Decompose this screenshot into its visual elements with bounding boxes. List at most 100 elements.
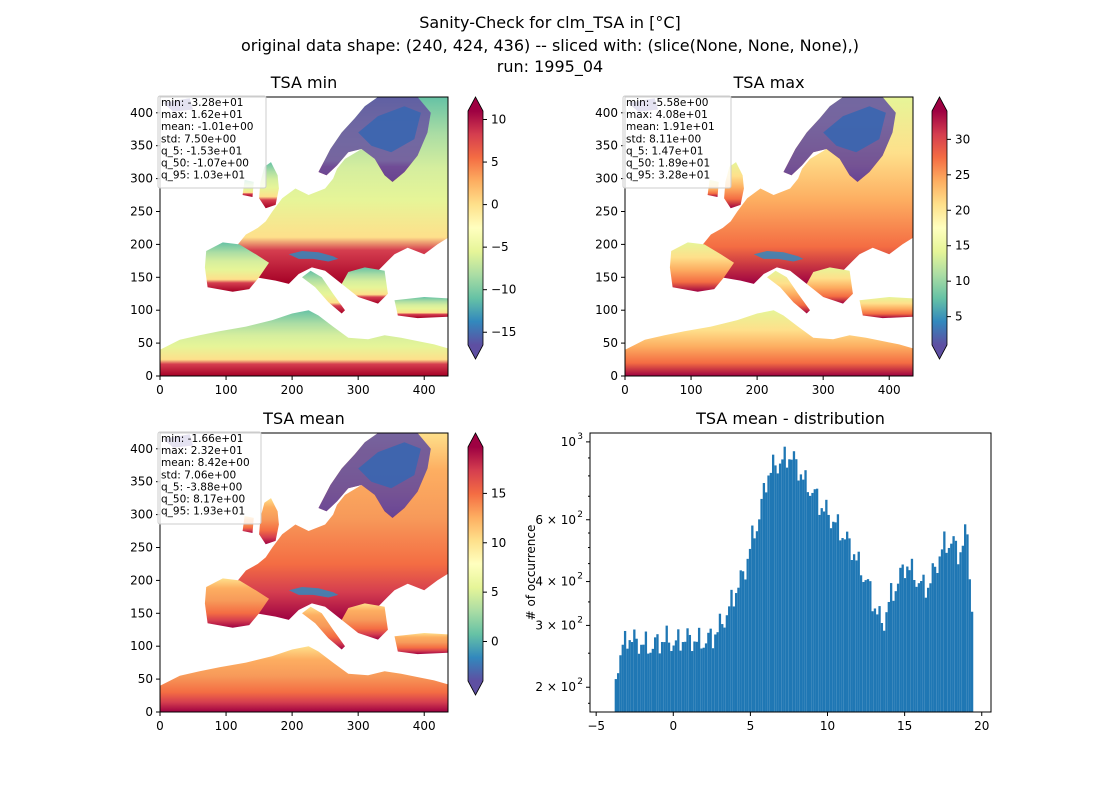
hist-bar	[628, 640, 631, 712]
hist-bar	[929, 583, 932, 712]
panel-title: TSA mean	[262, 409, 345, 428]
alps-region	[288, 587, 339, 598]
colorbar-tick-label: 5	[491, 155, 499, 169]
hist-bar	[883, 630, 886, 712]
hist-bar	[670, 651, 673, 712]
stats-line: mean: 1.91e+01	[626, 121, 715, 133]
hist-bar	[630, 642, 634, 712]
alps-region	[753, 251, 804, 262]
hist-bar	[647, 653, 650, 712]
hist-bar	[970, 611, 974, 712]
hist-bar	[846, 531, 849, 712]
hist-y-tick-exponent: 2	[577, 572, 583, 582]
hist-bar	[684, 641, 687, 712]
figure-title-line1: Sanity-Check for clm_TSA in [°C]	[419, 13, 681, 32]
hist-bar	[635, 638, 638, 712]
hist-bar	[695, 641, 698, 712]
hist-bar	[869, 581, 872, 712]
hist-y-tick-label: 3 × 10	[535, 618, 576, 632]
y-tick-label: 250	[130, 204, 153, 218]
hist-bar	[906, 566, 909, 712]
hist-bar	[686, 628, 689, 712]
hist-y-tick-label: 4 × 10	[535, 575, 576, 589]
hist-bar	[876, 614, 879, 712]
hist-bar	[762, 482, 766, 712]
colorbar-tick-label: 0	[491, 198, 499, 212]
hist-bar	[716, 632, 719, 712]
hist-bar	[674, 640, 678, 712]
land-region	[341, 603, 388, 640]
hist-bar	[693, 641, 696, 712]
hist-bar	[892, 600, 895, 712]
colorbar-tick-label: −5	[491, 240, 509, 254]
hist-bar	[938, 556, 941, 712]
hist-bar	[776, 473, 779, 712]
stats-box	[622, 95, 732, 189]
hist-bar	[910, 558, 914, 712]
y-tick-label: 50	[603, 336, 618, 350]
hist-bar	[619, 655, 622, 712]
y-tick-label: 200	[595, 237, 618, 251]
hist-bar	[739, 570, 742, 712]
hist-bar	[788, 459, 791, 712]
hist-bar	[711, 648, 715, 712]
hist-bar	[834, 522, 837, 712]
stats-line: mean: -1.01e+00	[161, 121, 253, 133]
hist-bar	[783, 446, 786, 712]
figure-title-line2: original data shape: (240, 424, 436) -- …	[241, 36, 859, 55]
hist-bar	[871, 611, 874, 712]
hist-bar	[795, 459, 798, 712]
hist-bar	[679, 650, 682, 712]
hist-bar	[725, 615, 729, 712]
hist-bar	[957, 564, 960, 712]
hist-bar	[922, 574, 925, 712]
hist-y-tick-exponent: 2	[577, 677, 583, 687]
y-tick-label: 250	[595, 204, 618, 218]
hist-bar	[873, 608, 877, 712]
hist-bar	[894, 591, 897, 712]
axes-frame	[624, 96, 914, 377]
land-region	[259, 498, 279, 545]
hist-bar	[755, 531, 759, 712]
colorbar-tick-label: 15	[955, 239, 970, 253]
hist-bar	[697, 627, 701, 712]
hist-bar	[841, 538, 844, 712]
hist-bar	[640, 644, 643, 712]
x-tick-label: 300	[347, 383, 370, 397]
colorbar-tick-label: 10	[955, 274, 970, 288]
x-tick-label: 100	[215, 719, 238, 733]
hist-bar	[672, 645, 675, 712]
colorbar-outline	[467, 96, 484, 360]
hist-bar	[765, 492, 768, 712]
y-tick-label: 400	[595, 106, 618, 120]
y-tick-label: 250	[130, 540, 153, 554]
cold-region	[823, 106, 886, 153]
hist-bar	[943, 531, 946, 712]
y-tick-label: 150	[130, 606, 153, 620]
hist-y-tick-exponent: 2	[577, 510, 583, 520]
x-tick-label: 200	[281, 719, 304, 733]
y-tick-label: 50	[138, 672, 153, 686]
hist-bar	[741, 571, 745, 712]
panel-2: TSA max 0 100 200 300 400 0 50 100 150 200 250 300 35…	[595, 73, 970, 397]
hist-bar	[887, 601, 890, 712]
y-tick-label: 350	[130, 139, 153, 153]
hist-bar	[885, 612, 888, 712]
hist-bar	[723, 627, 726, 712]
stats-line: q_95: 1.03e+01	[161, 170, 245, 182]
hist-bar	[797, 480, 800, 712]
colorbar-tick-label: 5	[955, 310, 963, 324]
y-tick-label: 100	[595, 303, 618, 317]
hist-bar	[903, 578, 907, 712]
colorbar-extend-max	[468, 433, 483, 447]
hist-bar	[880, 623, 884, 712]
hist-bar	[855, 560, 858, 712]
hist-bar	[866, 579, 870, 712]
colorbar-extend-max	[468, 97, 483, 111]
x-tick-label: 100	[215, 383, 238, 397]
hist-bar	[947, 547, 951, 712]
hist-bar	[908, 570, 911, 712]
stats-line: q_50: 8.17e+00	[161, 494, 245, 506]
hist-bar	[621, 644, 624, 712]
